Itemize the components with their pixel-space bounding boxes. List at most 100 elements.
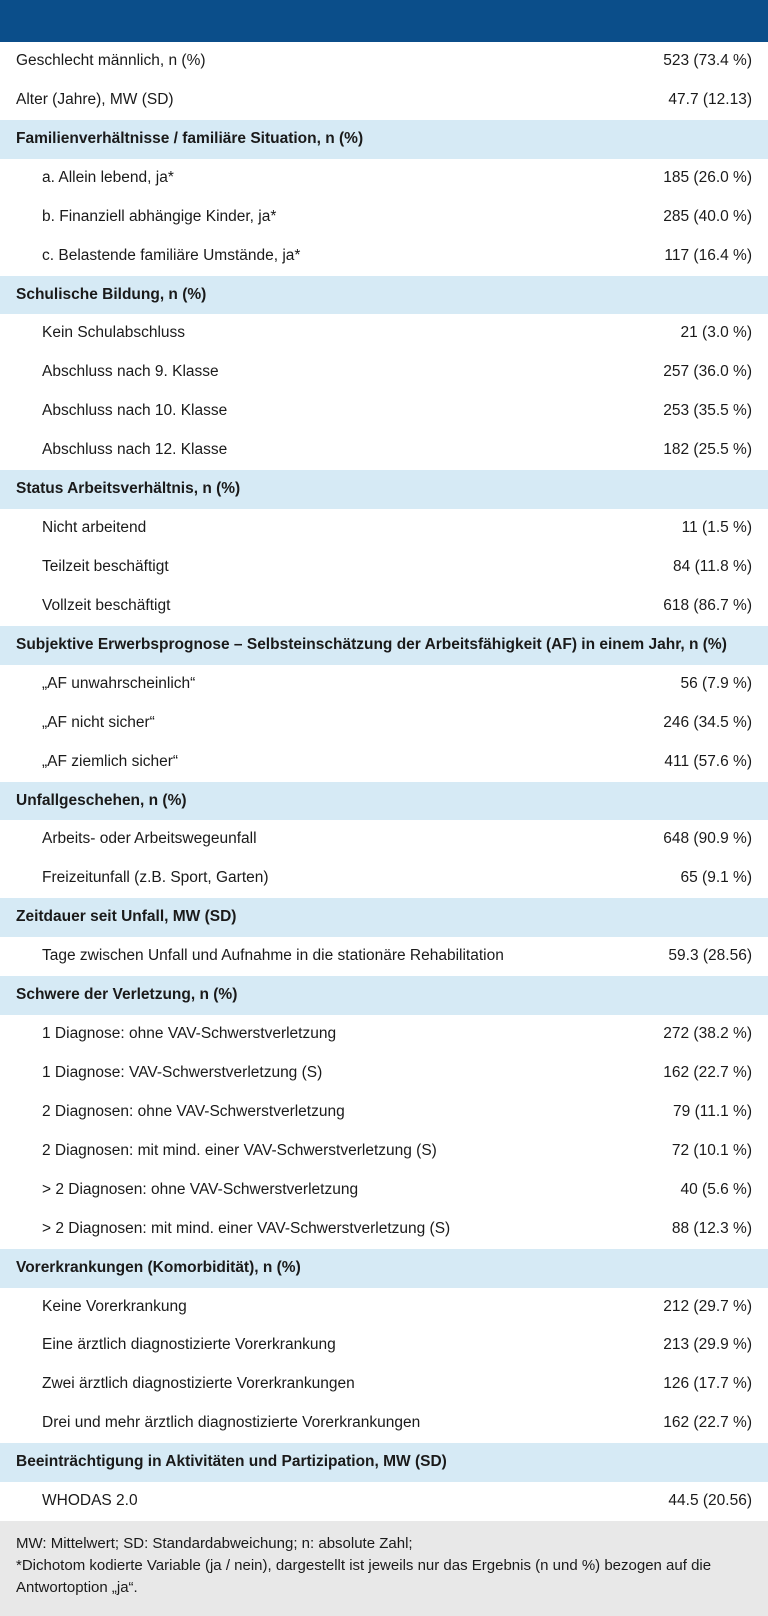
row-label: Kein Schulabschluss	[16, 323, 680, 344]
section-header-row: Vorerkrankungen (Komorbidität), n (%)	[0, 1249, 768, 1288]
table-row: Arbeits- oder Arbeitswegeunfall648 (90.9…	[0, 820, 768, 859]
table-row: 2 Diagnosen: mit mind. einer VAV-Schwers…	[0, 1132, 768, 1171]
row-value: 11 (1.5 %)	[682, 518, 752, 539]
table-row: „AF ziemlich sicher“411 (57.6 %)	[0, 743, 768, 782]
section-header-row: Beeinträchtigung in Aktivitäten und Part…	[0, 1443, 768, 1482]
row-label: 2 Diagnosen: ohne VAV-Schwerstverletzung	[16, 1102, 673, 1123]
section-header-row: Status Arbeitsverhältnis, n (%)	[0, 470, 768, 509]
table-row: Abschluss nach 12. Klasse182 (25.5 %)	[0, 431, 768, 470]
row-value: 79 (11.1 %)	[673, 1102, 752, 1123]
row-label: Zwei ärztlich diagnostizierte Vorerkrank…	[16, 1374, 663, 1395]
row-label: Nicht arbeitend	[16, 518, 682, 539]
table-row: > 2 Diagnosen: ohne VAV-Schwerstverletzu…	[0, 1171, 768, 1210]
table-footnote: MW: Mittelwert; SD: Standardabweichung; …	[0, 1521, 768, 1616]
table-row: Drei und mehr ärztlich diagnostizierte V…	[0, 1404, 768, 1443]
row-label: Schwere der Verletzung, n (%)	[16, 985, 752, 1006]
table-row: 1 Diagnose: ohne VAV-Schwerstverletzung2…	[0, 1015, 768, 1054]
table-row: Alter (Jahre), MW (SD)47.7 (12.13)	[0, 81, 768, 120]
section-header-row: Schwere der Verletzung, n (%)	[0, 976, 768, 1015]
row-value: 72 (10.1 %)	[672, 1141, 752, 1162]
row-value: 523 (73.4 %)	[663, 51, 752, 72]
row-value: 285 (40.0 %)	[663, 207, 752, 228]
row-label: Tage zwischen Unfall und Aufnahme in die…	[16, 946, 668, 967]
row-value: 126 (17.7 %)	[663, 1374, 752, 1395]
table-row: Eine ärztlich diagnostizierte Vorerkrank…	[0, 1326, 768, 1365]
row-value: 213 (29.9 %)	[663, 1335, 752, 1356]
row-label: c. Belastende familiäre Umstände, ja*	[16, 246, 664, 267]
footnote-line: *Dichotom kodierte Variable (ja / nein),…	[16, 1555, 752, 1599]
row-value: 59.3 (28.56)	[668, 946, 752, 967]
row-value: 84 (11.8 %)	[673, 557, 752, 578]
row-value: 648 (90.9 %)	[663, 829, 752, 850]
row-value: 162 (22.7 %)	[663, 1413, 752, 1434]
row-value: 257 (36.0 %)	[663, 362, 752, 383]
section-header-row: Zeitdauer seit Unfall, MW (SD)	[0, 898, 768, 937]
row-value: 185 (26.0 %)	[663, 168, 752, 189]
row-label: a. Allein lebend, ja*	[16, 168, 663, 189]
row-label: Vorerkrankungen (Komorbidität), n (%)	[16, 1258, 752, 1279]
row-label: „AF unwahrscheinlich“	[16, 674, 680, 695]
row-value: 411 (57.6 %)	[664, 752, 752, 773]
table-row: „AF nicht sicher“246 (34.5 %)	[0, 704, 768, 743]
table-row: Vollzeit beschäftigt618 (86.7 %)	[0, 587, 768, 626]
row-label: Familienverhältnisse / familiäre Situati…	[16, 129, 752, 150]
row-label: Freizeitunfall (z.B. Sport, Garten)	[16, 868, 680, 889]
row-value: 88 (12.3 %)	[672, 1219, 752, 1240]
row-value: 56 (7.9 %)	[680, 674, 752, 695]
row-label: Keine Vorerkrankung	[16, 1297, 663, 1318]
section-header-row: Familienverhältnisse / familiäre Situati…	[0, 120, 768, 159]
row-label: Schulische Bildung, n (%)	[16, 285, 752, 306]
row-label: > 2 Diagnosen: ohne VAV-Schwerstverletzu…	[16, 1180, 680, 1201]
row-label: „AF ziemlich sicher“	[16, 752, 664, 773]
section-header-row: Subjektive Erwerbsprognose – Selbsteinsc…	[0, 626, 768, 665]
table-row: 1 Diagnose: VAV-Schwerstverletzung (S)16…	[0, 1054, 768, 1093]
row-value: 65 (9.1 %)	[680, 868, 752, 889]
section-header-row: Schulische Bildung, n (%)	[0, 276, 768, 315]
row-label: Abschluss nach 10. Klasse	[16, 401, 663, 422]
table-row: b. Finanziell abhängige Kinder, ja*285 (…	[0, 198, 768, 237]
row-value: 40 (5.6 %)	[680, 1180, 752, 1201]
row-label: 2 Diagnosen: mit mind. einer VAV-Schwers…	[16, 1141, 672, 1162]
table-row: „AF unwahrscheinlich“56 (7.9 %)	[0, 665, 768, 704]
row-label: Vollzeit beschäftigt	[16, 596, 663, 617]
row-label: Alter (Jahre), MW (SD)	[16, 90, 668, 111]
footnote-line: MW: Mittelwert; SD: Standardabweichung; …	[16, 1533, 752, 1555]
row-label: „AF nicht sicher“	[16, 713, 663, 734]
data-table: Geschlecht männlich, n (%)523 (73.4 %)Al…	[0, 0, 768, 1616]
table-row: Abschluss nach 9. Klasse257 (36.0 %)	[0, 353, 768, 392]
row-label: 1 Diagnose: VAV-Schwerstverletzung (S)	[16, 1063, 663, 1084]
row-value: 47.7 (12.13)	[668, 90, 752, 111]
row-value: 182 (25.5 %)	[663, 440, 752, 461]
row-label: Abschluss nach 9. Klasse	[16, 362, 663, 383]
row-value: 272 (38.2 %)	[663, 1024, 752, 1045]
row-label: Abschluss nach 12. Klasse	[16, 440, 663, 461]
table-row: Kein Schulabschluss21 (3.0 %)	[0, 314, 768, 353]
row-value: 117 (16.4 %)	[664, 246, 752, 267]
row-label: Zeitdauer seit Unfall, MW (SD)	[16, 907, 752, 928]
row-value: 253 (35.5 %)	[663, 401, 752, 422]
table-row: Keine Vorerkrankung212 (29.7 %)	[0, 1288, 768, 1327]
row-label: Arbeits- oder Arbeitswegeunfall	[16, 829, 663, 850]
table-row: Tage zwischen Unfall und Aufnahme in die…	[0, 937, 768, 976]
table-row: Freizeitunfall (z.B. Sport, Garten)65 (9…	[0, 859, 768, 898]
table-row: Geschlecht männlich, n (%)523 (73.4 %)	[0, 42, 768, 81]
row-label: b. Finanziell abhängige Kinder, ja*	[16, 207, 663, 228]
row-value: 246 (34.5 %)	[663, 713, 752, 734]
row-value: 618 (86.7 %)	[663, 596, 752, 617]
row-value: 44.5 (20.56)	[668, 1491, 752, 1512]
row-label: Geschlecht männlich, n (%)	[16, 51, 663, 72]
table-row: Abschluss nach 10. Klasse253 (35.5 %)	[0, 392, 768, 431]
row-label: Subjektive Erwerbsprognose – Selbsteinsc…	[16, 635, 752, 656]
row-label: > 2 Diagnosen: mit mind. einer VAV-Schwe…	[16, 1219, 672, 1240]
row-label: Drei und mehr ärztlich diagnostizierte V…	[16, 1413, 663, 1434]
row-label: 1 Diagnose: ohne VAV-Schwerstverletzung	[16, 1024, 663, 1045]
table-row: 2 Diagnosen: ohne VAV-Schwerstverletzung…	[0, 1093, 768, 1132]
row-label: Unfallgeschehen, n (%)	[16, 791, 752, 812]
table-row: Nicht arbeitend11 (1.5 %)	[0, 509, 768, 548]
table-row: Teilzeit beschäftigt84 (11.8 %)	[0, 548, 768, 587]
row-label: Status Arbeitsverhältnis, n (%)	[16, 479, 752, 500]
section-header-row: Unfallgeschehen, n (%)	[0, 782, 768, 821]
row-label: Teilzeit beschäftigt	[16, 557, 673, 578]
row-value: 212 (29.7 %)	[663, 1297, 752, 1318]
table-row: Zwei ärztlich diagnostizierte Vorerkrank…	[0, 1365, 768, 1404]
